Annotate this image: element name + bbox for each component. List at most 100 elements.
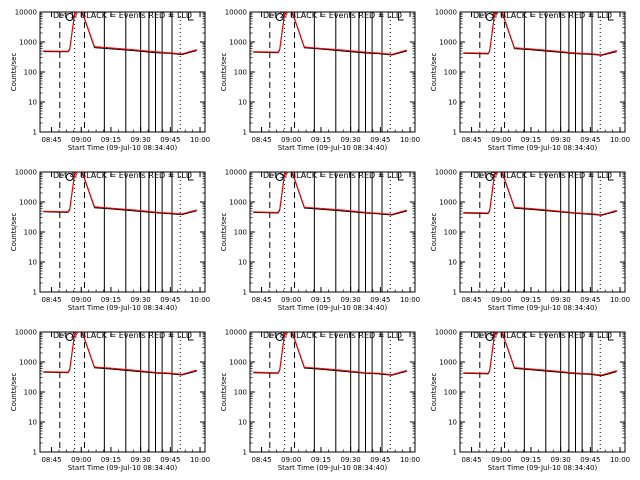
y-tick-label: 1000 bbox=[229, 359, 247, 367]
panel-title: Det 3r BLACK = Events RED = LLD bbox=[473, 11, 612, 20]
x-tick-label: 09:00 bbox=[71, 136, 91, 144]
x-tick-label: 10:00 bbox=[190, 456, 210, 464]
y-tick-label: 1000 bbox=[439, 199, 457, 207]
x-axis-label: Start Time (09-Jul-10 08:34:40) bbox=[68, 144, 178, 152]
x-tick-label: 09:00 bbox=[71, 296, 91, 304]
panel-title: Det 7r BLACK = Events RED = LLD bbox=[53, 331, 192, 340]
trace-group bbox=[463, 332, 617, 377]
panel-4: 1 10 100 1000 10000 08:45 09:00 09:15 09:30 09:45… bbox=[10, 169, 210, 313]
marker-L bbox=[188, 13, 194, 21]
x-axis-label: Start Time (09-Jul-10 08:34:40) bbox=[488, 464, 598, 472]
x-tick-label: 08:45 bbox=[251, 296, 271, 304]
y-tick-label: 10 bbox=[238, 419, 247, 427]
x-tick-label: 09:30 bbox=[551, 456, 571, 464]
x-tick-label: 10:00 bbox=[610, 136, 630, 144]
x-tick-label: 09:30 bbox=[341, 136, 361, 144]
x-tick-label: 09:45 bbox=[160, 456, 180, 464]
marker-circle bbox=[485, 13, 494, 21]
y-tick-label: 1000 bbox=[229, 199, 247, 207]
y-tick-label: 1000 bbox=[439, 359, 457, 367]
x-tick-label: 09:30 bbox=[131, 296, 151, 304]
y-tick-label: 1000 bbox=[19, 39, 37, 47]
x-tick-label: 09:45 bbox=[160, 296, 180, 304]
y-tick-label: 1 bbox=[453, 129, 457, 137]
x-tick-label: 10:00 bbox=[610, 456, 630, 464]
x-axis-label: Start Time (09-Jul-10 08:34:40) bbox=[68, 464, 178, 472]
x-tick-label: 08:45 bbox=[461, 136, 481, 144]
x-tick-label: 09:30 bbox=[341, 296, 361, 304]
y-tick-label: 100 bbox=[234, 69, 247, 77]
x-tick-label: 08:45 bbox=[41, 296, 61, 304]
marker-circle bbox=[275, 13, 284, 21]
x-tick-label: 09:45 bbox=[580, 296, 600, 304]
x-tick-label: 09:00 bbox=[491, 296, 511, 304]
y-axis-label: Counts/sec bbox=[220, 53, 228, 92]
x-axis-label: Start Time (09-Jul-10 08:34:40) bbox=[278, 304, 388, 312]
y-tick-label: 1 bbox=[243, 449, 247, 457]
y-tick-label: 1 bbox=[243, 289, 247, 297]
y-axis-label: Counts/sec bbox=[10, 213, 18, 252]
y-tick-label: 1000 bbox=[229, 39, 247, 47]
panel-title: Det 9r BLACK = Events RED = LLD bbox=[473, 331, 612, 340]
y-tick-label: 10 bbox=[238, 99, 247, 107]
series-lld bbox=[43, 332, 197, 375]
y-axis-label: Counts/sec bbox=[10, 373, 18, 412]
x-tick-label: 09:00 bbox=[491, 136, 511, 144]
series-lld bbox=[463, 12, 617, 56]
trace-group bbox=[463, 12, 617, 56]
y-tick-label: 1 bbox=[243, 129, 247, 137]
trace-group bbox=[253, 332, 407, 376]
marker-circle bbox=[65, 173, 74, 181]
y-axis-label: Counts/sec bbox=[430, 53, 438, 92]
x-tick-label: 09:15 bbox=[521, 456, 541, 464]
marker-L bbox=[608, 13, 614, 21]
x-axis-label: Start Time (09-Jul-10 08:34:40) bbox=[278, 464, 388, 472]
x-tick-label: 09:45 bbox=[370, 456, 390, 464]
x-tick-label: 10:00 bbox=[400, 136, 420, 144]
series-lld bbox=[43, 12, 197, 55]
marker-circle bbox=[275, 173, 284, 181]
marker-circle bbox=[65, 13, 74, 21]
marker-circle bbox=[65, 333, 74, 341]
y-tick-label: 1000 bbox=[439, 39, 457, 47]
y-tick-label: 10000 bbox=[225, 329, 247, 337]
panel-7: 1 10 100 1000 10000 08:45 09:00 09:15 09:30 09:45… bbox=[10, 329, 210, 473]
x-tick-label: 09:15 bbox=[311, 456, 331, 464]
marker-circle bbox=[485, 173, 494, 181]
panel-6: 1 10 100 1000 10000 08:45 09:00 09:15 09:30 09:45… bbox=[430, 169, 630, 313]
y-tick-label: 100 bbox=[24, 69, 37, 77]
series-lld bbox=[463, 172, 617, 216]
x-tick-label: 10:00 bbox=[400, 296, 420, 304]
x-tick-label: 09:45 bbox=[370, 136, 390, 144]
x-tick-label: 10:00 bbox=[610, 296, 630, 304]
y-tick-label: 10000 bbox=[15, 169, 37, 177]
x-tick-label: 09:15 bbox=[521, 136, 541, 144]
y-tick-label: 10 bbox=[448, 419, 457, 427]
x-tick-label: 10:00 bbox=[190, 296, 210, 304]
marker-circle bbox=[485, 333, 494, 341]
x-tick-label: 08:45 bbox=[461, 456, 481, 464]
y-axis-label: Counts/sec bbox=[220, 213, 228, 252]
panel-1: 1 10 100 1000 10000 08:45 09:00 09:15 09:30 09:45… bbox=[10, 9, 210, 153]
x-tick-label: 09:00 bbox=[281, 456, 301, 464]
x-tick-label: 09:00 bbox=[71, 456, 91, 464]
x-tick-label: 09:00 bbox=[491, 456, 511, 464]
trace-group bbox=[43, 12, 197, 56]
y-tick-label: 1 bbox=[33, 129, 37, 137]
series-lld bbox=[253, 12, 407, 55]
y-tick-label: 1 bbox=[33, 449, 37, 457]
x-tick-label: 09:30 bbox=[551, 136, 571, 144]
marker-L bbox=[188, 333, 194, 341]
panel-title: Det 2r BLACK = Events RED = LLD bbox=[263, 11, 402, 20]
x-axis-label: Start Time (09-Jul-10 08:34:40) bbox=[488, 304, 598, 312]
y-tick-label: 100 bbox=[24, 229, 37, 237]
x-tick-label: 09:15 bbox=[311, 296, 331, 304]
x-tick-label: 08:45 bbox=[251, 456, 271, 464]
trace-group bbox=[463, 172, 617, 216]
panel-9: 1 10 100 1000 10000 08:45 09:00 09:15 09:30 09:45… bbox=[430, 329, 630, 473]
y-tick-label: 10000 bbox=[435, 9, 457, 17]
y-tick-label: 10000 bbox=[435, 329, 457, 337]
x-tick-label: 09:00 bbox=[281, 136, 301, 144]
y-tick-label: 100 bbox=[234, 229, 247, 237]
y-axis-label: Counts/sec bbox=[430, 373, 438, 412]
